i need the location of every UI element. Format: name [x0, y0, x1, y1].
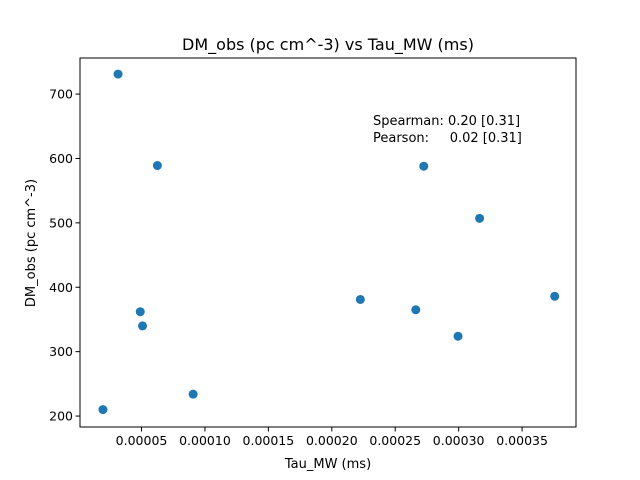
x-tick-label: 0.00010	[179, 433, 231, 448]
x-axis-ticks: 0.00005 0.00010 0.00015 0.00020 0.00025 0.000…	[116, 427, 548, 448]
y-tick-label: 700	[49, 87, 73, 102]
x-tick-label: 0.00020	[306, 433, 358, 448]
x-tick-label: 0.00025	[369, 433, 421, 448]
data-point-3	[135, 307, 145, 317]
data-point-2	[113, 69, 123, 79]
y-tick-label: 600	[49, 151, 73, 166]
x-tick-label: 0.00030	[433, 433, 485, 448]
chart-title: DM_obs (pc cm^-3) vs Tau_MW (ms)	[182, 35, 474, 55]
data-point-10	[453, 331, 463, 341]
data-point-5	[152, 161, 162, 171]
data-point-9	[419, 161, 429, 171]
y-axis-label: DM_obs (pc cm^-3)	[24, 179, 39, 307]
data-point-11	[475, 213, 485, 223]
x-tick-label: 0.00005	[116, 433, 168, 448]
y-axis-ticks: 200 300 400 500 600 700	[49, 87, 80, 424]
x-axis-label: Tau_MW (ms)	[284, 457, 371, 472]
data-point-4	[138, 321, 148, 331]
data-point-6	[188, 389, 198, 399]
y-tick-label: 200	[49, 409, 73, 424]
data-point-8	[411, 305, 421, 315]
annotation-spearman: Spearman: 0.20 [0.31]	[373, 114, 520, 129]
y-tick-label: 500	[49, 215, 73, 230]
y-tick-label: 300	[49, 344, 73, 359]
data-point-12	[550, 291, 560, 301]
x-tick-label: 0.00015	[243, 433, 295, 448]
data-point-1	[98, 405, 108, 415]
plot-frame	[79, 57, 577, 428]
annotation-pearson: Pearson: 0.02 [0.31]	[373, 131, 522, 146]
data-points	[98, 69, 560, 415]
y-tick-label: 400	[49, 280, 73, 295]
plot-area	[80, 58, 576, 427]
x-tick-label: 0.00035	[496, 433, 548, 448]
data-point-7	[355, 294, 365, 304]
